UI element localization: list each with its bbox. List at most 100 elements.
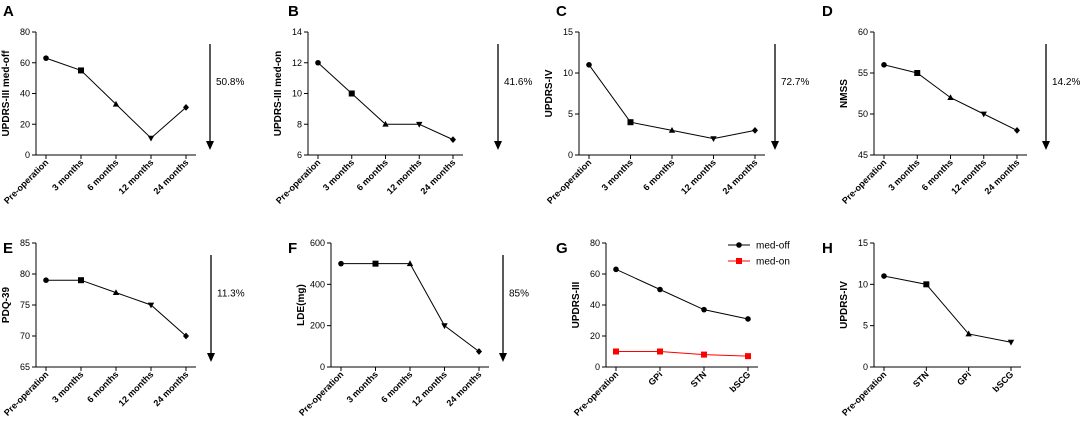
panel-f-series-0-point [406, 260, 414, 267]
panel-g: G 0 20 40 60 80 Pre-operation GPi STN bSCG UPDRS-I… [556, 238, 790, 418]
panel-g-y-label: UPDRS-III [571, 281, 582, 328]
panel-h-series-0-line [883, 275, 1012, 343]
panel-f-arrow-head [499, 353, 507, 362]
panel-f-letter: F [288, 240, 297, 257]
panel-a-x-tick-label: 12 months [117, 157, 156, 196]
panel-f-x-tick-label: 3 months [345, 369, 380, 404]
panel-a-x-tick-label: 6 months [85, 157, 120, 192]
panel-f-x-tick-label: 24 months [445, 369, 484, 408]
panel-d-series-0-point [914, 70, 921, 76]
panel-a-reduction-label: 50.8% [216, 77, 244, 88]
panel-f: F 0 200 400 600 Pre-operation 3 months 6 months… [288, 238, 529, 418]
panel-e-x-tick-label: 12 months [117, 369, 156, 408]
panel-a-y-tick-label: 40 [20, 89, 30, 99]
panel-b-x-tick-label: 12 months [385, 157, 424, 196]
panel-e-arrow-head [207, 353, 215, 362]
panel-a-series-0-point [183, 103, 189, 111]
panel-c: C 0 5 10 15 Pre-operation 3 months 6 months 12 m… [544, 3, 809, 206]
panel-e-x-tick-label: 3 months [50, 369, 85, 404]
panel-h-series-0-point [1007, 339, 1015, 346]
panel-g-series-0-point [613, 266, 619, 273]
panel-b-x-tick-label: 3 months [321, 157, 356, 192]
panel-d-series-0-point [947, 94, 954, 100]
panel-b-x-tick-label: Pre-operation [274, 157, 322, 205]
panel-e-x-tick-label: Pre-operation [2, 369, 50, 417]
panel-h-x-tick-label: bSCG [991, 369, 1016, 394]
panel-c-series-0-point [627, 119, 634, 126]
panel-h-series-0-point [923, 281, 930, 288]
panel-a-y-tick-label: 80 [20, 27, 30, 37]
panel-g-series-1-point [613, 348, 619, 355]
panel-h-series-0-point [881, 273, 887, 279]
panel-h-letter: H [822, 240, 833, 257]
panel-c-y-tick-label: 0 [568, 150, 573, 160]
panel-d-reduction-label: 14.2% [1052, 77, 1080, 88]
panel-c-y-tick-label: 10 [563, 68, 573, 78]
panel-c-series-0-point [710, 136, 717, 142]
panel-g-y-tick-label: 40 [590, 300, 600, 310]
panel-d-y-tick-label: 50 [858, 109, 868, 119]
panel-g-series-0-point [701, 306, 707, 313]
panel-a-y-tick-label: 0 [25, 150, 30, 160]
panel-e-y-tick-label: 75 [20, 300, 30, 310]
panel-a-series-0-line [45, 57, 187, 139]
panel-g-legend-label: med-on [756, 257, 790, 268]
panel-b-y-label: UPDRS-III med-on [273, 51, 284, 137]
panel-d-y-tick-label: 45 [858, 150, 868, 160]
panel-a-series-0-point [43, 55, 49, 61]
panel-g-series-1-point [701, 351, 707, 358]
panel-h-x-tick-label: STN [911, 369, 931, 389]
panel-b-series-0-line [317, 62, 454, 141]
panel-h: H 0 5 10 15 Pre-operation STN GPi bSCG UPDRS-IV [822, 238, 1021, 418]
panel-f-series-0-point [338, 260, 344, 267]
panel-e-y-label: PDQ-39 [1, 287, 12, 324]
panel-d-series-0-point [1014, 127, 1020, 134]
panel-f-y-tick-label: 400 [310, 279, 325, 289]
panel-f-series-0-point [476, 348, 482, 355]
panel-e-series-0-point [112, 289, 120, 295]
panel-g-series-1-point [657, 348, 663, 355]
panel-d-x-tick-label: 3 months [886, 157, 921, 192]
panel-g-legend-marker [736, 242, 742, 248]
panel-b-x-tick-label: 6 months [355, 157, 390, 192]
panel-c-x-tick-label: 6 months [641, 157, 676, 192]
panel-c-x-tick-label: 3 months [600, 157, 635, 192]
panel-h-x-tick-label: GPi [955, 369, 973, 387]
panel-b-y-tick-label: 14 [292, 27, 302, 37]
panel-e-y-tick-label: 80 [20, 269, 30, 279]
panel-g-letter: G [556, 240, 568, 257]
panel-g-legend-marker [736, 258, 742, 264]
panel-f-y-label: LDE(mg) [296, 284, 307, 326]
panel-e-series-0-point [183, 332, 189, 340]
panel-d-y-tick-label: 55 [858, 68, 868, 78]
panel-f-x-tick-label: 12 months [410, 369, 449, 408]
panel-c-reduction-label: 72.7% [781, 77, 809, 88]
panel-g-y-tick-label: 60 [590, 269, 600, 279]
panel-f-y-tick-label: 0 [320, 362, 325, 372]
panel-b-series-0-point [450, 136, 456, 144]
panel-e-y-tick-label: 65 [20, 362, 30, 372]
panel-f-y-tick-label: 200 [310, 321, 325, 331]
panel-e: E 65 70 75 80 85 Pre-operation 3 months 6 months… [1, 238, 245, 418]
panel-f-series-0-line [341, 263, 480, 352]
panel-a-x-tick-label: 24 months [152, 157, 191, 196]
panel-b-y-tick-label: 12 [292, 58, 302, 68]
panel-d-x-tick-label: Pre-operation [840, 157, 888, 205]
panel-c-letter: C [556, 3, 567, 20]
panel-c-arrow-head [771, 141, 779, 150]
panel-g-series-1-point [745, 353, 751, 360]
panel-h-y-tick-label: 15 [858, 238, 868, 248]
panel-f-reduction-label: 85% [509, 289, 529, 300]
panel-a: A 0 20 40 60 80 Pre-operation 3 months 6 months1… [1, 3, 244, 206]
panel-c-series-0-point [752, 127, 758, 134]
panel-b-letter: B [288, 3, 299, 20]
panel-h-x-tick-label: Pre-operation [840, 369, 888, 417]
panel-h-y-tick-label: 10 [858, 279, 868, 289]
panel-b-y-tick-label: 10 [292, 89, 302, 99]
panel-b-series-0-point [382, 120, 389, 127]
panel-c-y-label: UPDRS-IV [544, 69, 555, 117]
panel-b-y-tick-label: 6 [297, 150, 302, 160]
panel-a-arrow-head [206, 141, 214, 150]
panel-g-x-tick-label: bSCG [728, 369, 753, 394]
